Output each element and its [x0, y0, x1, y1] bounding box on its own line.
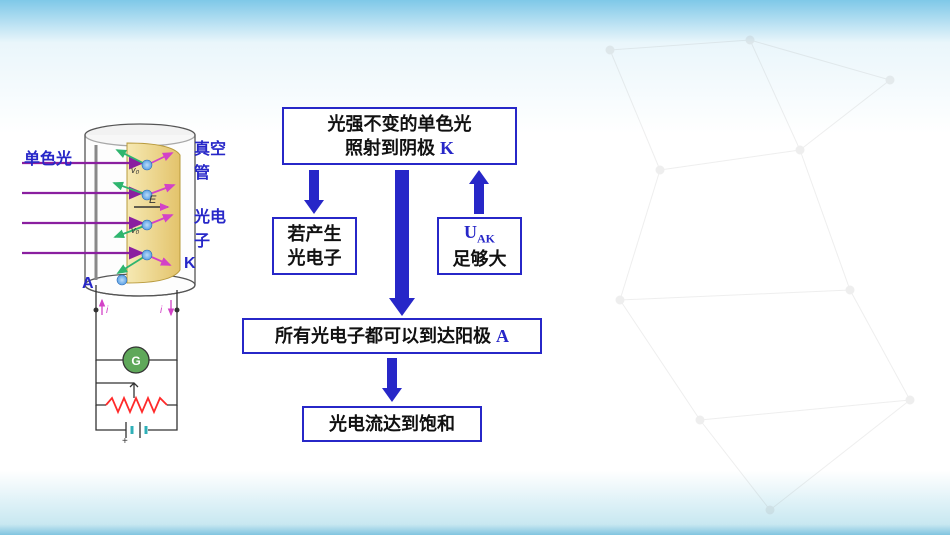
label-vacuum-tube: 真空管 — [194, 135, 232, 183]
vacuum-tube-diagram: E v₀ v₀ i i G — [22, 115, 232, 445]
flow-box-produce: 若产生 光电子 — [272, 217, 357, 275]
flow-top-line2-pre: 照射到阴极 — [345, 138, 440, 158]
flow-box-uak: UAK 足够大 — [437, 217, 522, 275]
flow-top-line1: 光强不变的单色光 — [328, 114, 472, 134]
label-photoelectron: 光电子 — [194, 203, 232, 251]
svg-text:i: i — [160, 305, 163, 316]
network-decoration — [550, 0, 950, 535]
svg-text:E: E — [149, 194, 157, 206]
flow-box-saturation: 光电流达到饱和 — [302, 406, 482, 442]
arrow-top-to-left — [304, 170, 324, 214]
svg-text:v₀: v₀ — [131, 225, 140, 235]
label-monochromatic-light: 单色光 — [24, 145, 72, 169]
flow-mid-text: 所有光电子都可以到达阳极 — [275, 326, 496, 346]
flow-left-line1: 若产生 — [288, 224, 342, 244]
label-electrode-a: A — [82, 275, 94, 293]
flow-top-k: K — [440, 138, 454, 158]
arrow-right-to-top — [469, 170, 489, 214]
flowchart: 光强不变的单色光 照射到阴极 K 若产生 光电子 UAK 足够大 所有光电子都可… — [242, 115, 602, 455]
content-row: E v₀ v₀ i i G — [22, 115, 602, 455]
label-electrode-k: K — [184, 255, 196, 273]
svg-text:+: + — [122, 436, 128, 445]
flow-box-top: 光强不变的单色光 照射到阴极 K — [282, 107, 517, 165]
arrow-mid-to-bot — [382, 358, 402, 402]
flow-u-sub: AK — [477, 232, 495, 246]
svg-text:i: i — [106, 305, 109, 316]
flow-right-line2: 足够大 — [453, 249, 507, 269]
flow-u: U — [464, 222, 477, 242]
svg-text:v₀: v₀ — [131, 165, 140, 175]
flow-box-reach-anode: 所有光电子都可以到达阳极 A — [242, 318, 542, 354]
flow-bot-text: 光电流达到饱和 — [329, 412, 455, 436]
flow-left-line2: 光电子 — [288, 248, 342, 268]
arrow-top-to-mid — [389, 170, 415, 316]
svg-text:G: G — [131, 354, 140, 368]
flow-mid-a: A — [496, 326, 509, 346]
